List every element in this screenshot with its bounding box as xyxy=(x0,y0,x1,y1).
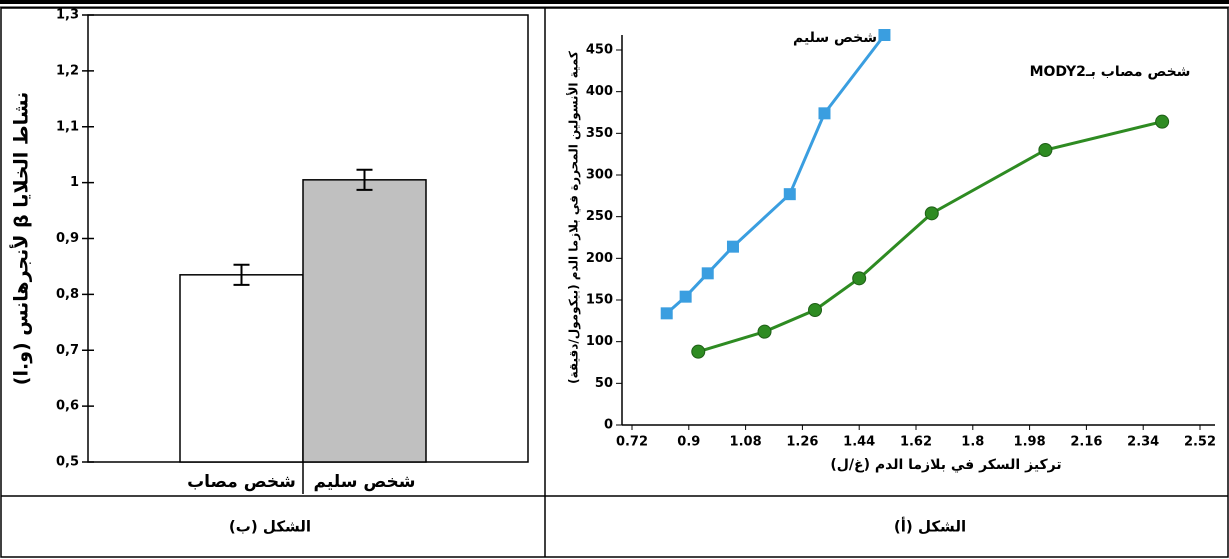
marker xyxy=(701,267,714,280)
x-tick-label: 2.52 xyxy=(1184,435,1216,450)
y-tick-label: 0,5 xyxy=(56,455,79,470)
x-tick-label: 1.08 xyxy=(730,435,762,450)
y-tick-label: 300 xyxy=(586,168,613,183)
marker xyxy=(757,324,772,339)
y-tick-label: 50 xyxy=(595,376,613,391)
x-tick-label: 2.16 xyxy=(1070,435,1102,450)
bar xyxy=(179,274,304,463)
marker xyxy=(924,206,939,221)
y-tick-label: 150 xyxy=(586,293,613,308)
y-tick-label: 350 xyxy=(586,126,613,141)
x-tick-label: 0.9 xyxy=(677,435,700,450)
marker xyxy=(878,29,891,41)
marker xyxy=(691,344,706,359)
caption: الشكل (أ) xyxy=(894,517,966,536)
marker xyxy=(808,303,823,317)
y-tick-label: 1,3 xyxy=(56,8,79,23)
y-tick-label: 0,7 xyxy=(56,343,79,358)
x-tick-label: 0.72 xyxy=(616,435,648,450)
y-axis-label: نشاط الخلايا β لأنجرهانس (و.ا) xyxy=(10,92,33,385)
y-tick-label: 0,9 xyxy=(56,231,79,246)
y-tick-label: 100 xyxy=(586,334,613,349)
y-tick-label: 250 xyxy=(586,209,613,224)
marker xyxy=(679,290,692,303)
x-tick-label: شخص مصاب xyxy=(187,472,296,492)
marker xyxy=(818,107,831,120)
series-line xyxy=(665,34,886,315)
top-rule xyxy=(0,0,1229,4)
series-line xyxy=(697,120,1163,354)
marker xyxy=(726,240,739,253)
error-bar xyxy=(233,263,250,286)
x-tick-label: 1.44 xyxy=(843,435,875,450)
y-tick-label: 400 xyxy=(586,84,613,99)
y-tick-label: 450 xyxy=(586,43,613,58)
marker xyxy=(1038,143,1053,157)
y-tick-label: 1 xyxy=(70,175,79,190)
marker xyxy=(660,307,673,320)
table-border xyxy=(0,7,1229,558)
y-tick-label: 0,6 xyxy=(56,399,79,414)
x-axis-label: تركيز السكر في بلازما الدم (غ/ل) xyxy=(830,457,1061,473)
y-tick-label: 1,2 xyxy=(56,63,79,78)
x-tick-label: 1.26 xyxy=(786,435,818,450)
bar xyxy=(302,179,427,463)
x-tick-label: 1.8 xyxy=(961,435,984,450)
x-tick-label: 1.98 xyxy=(1014,435,1046,450)
x-tick-label: شخص سليم xyxy=(313,472,415,492)
y-tick-label: 0,8 xyxy=(56,287,79,302)
y-tick-label: 1,1 xyxy=(56,119,79,134)
marker xyxy=(1155,114,1170,129)
x-tick-label: 2.34 xyxy=(1127,435,1159,450)
marker xyxy=(783,188,796,201)
caption: الشكل (ب) xyxy=(229,518,311,536)
marker xyxy=(852,271,867,286)
series-label: شخص سليم xyxy=(793,30,877,46)
x-tick-label: 1.62 xyxy=(900,435,932,450)
series-label: شخص مصاب بـMODY2 xyxy=(1030,64,1191,80)
y-tick-label: 0 xyxy=(604,418,613,433)
error-bar xyxy=(356,168,373,191)
y-axis-label: كمية الأنسولين المحررة في بلازما الدم (ب… xyxy=(566,51,582,384)
y-tick-label: 200 xyxy=(586,251,613,266)
